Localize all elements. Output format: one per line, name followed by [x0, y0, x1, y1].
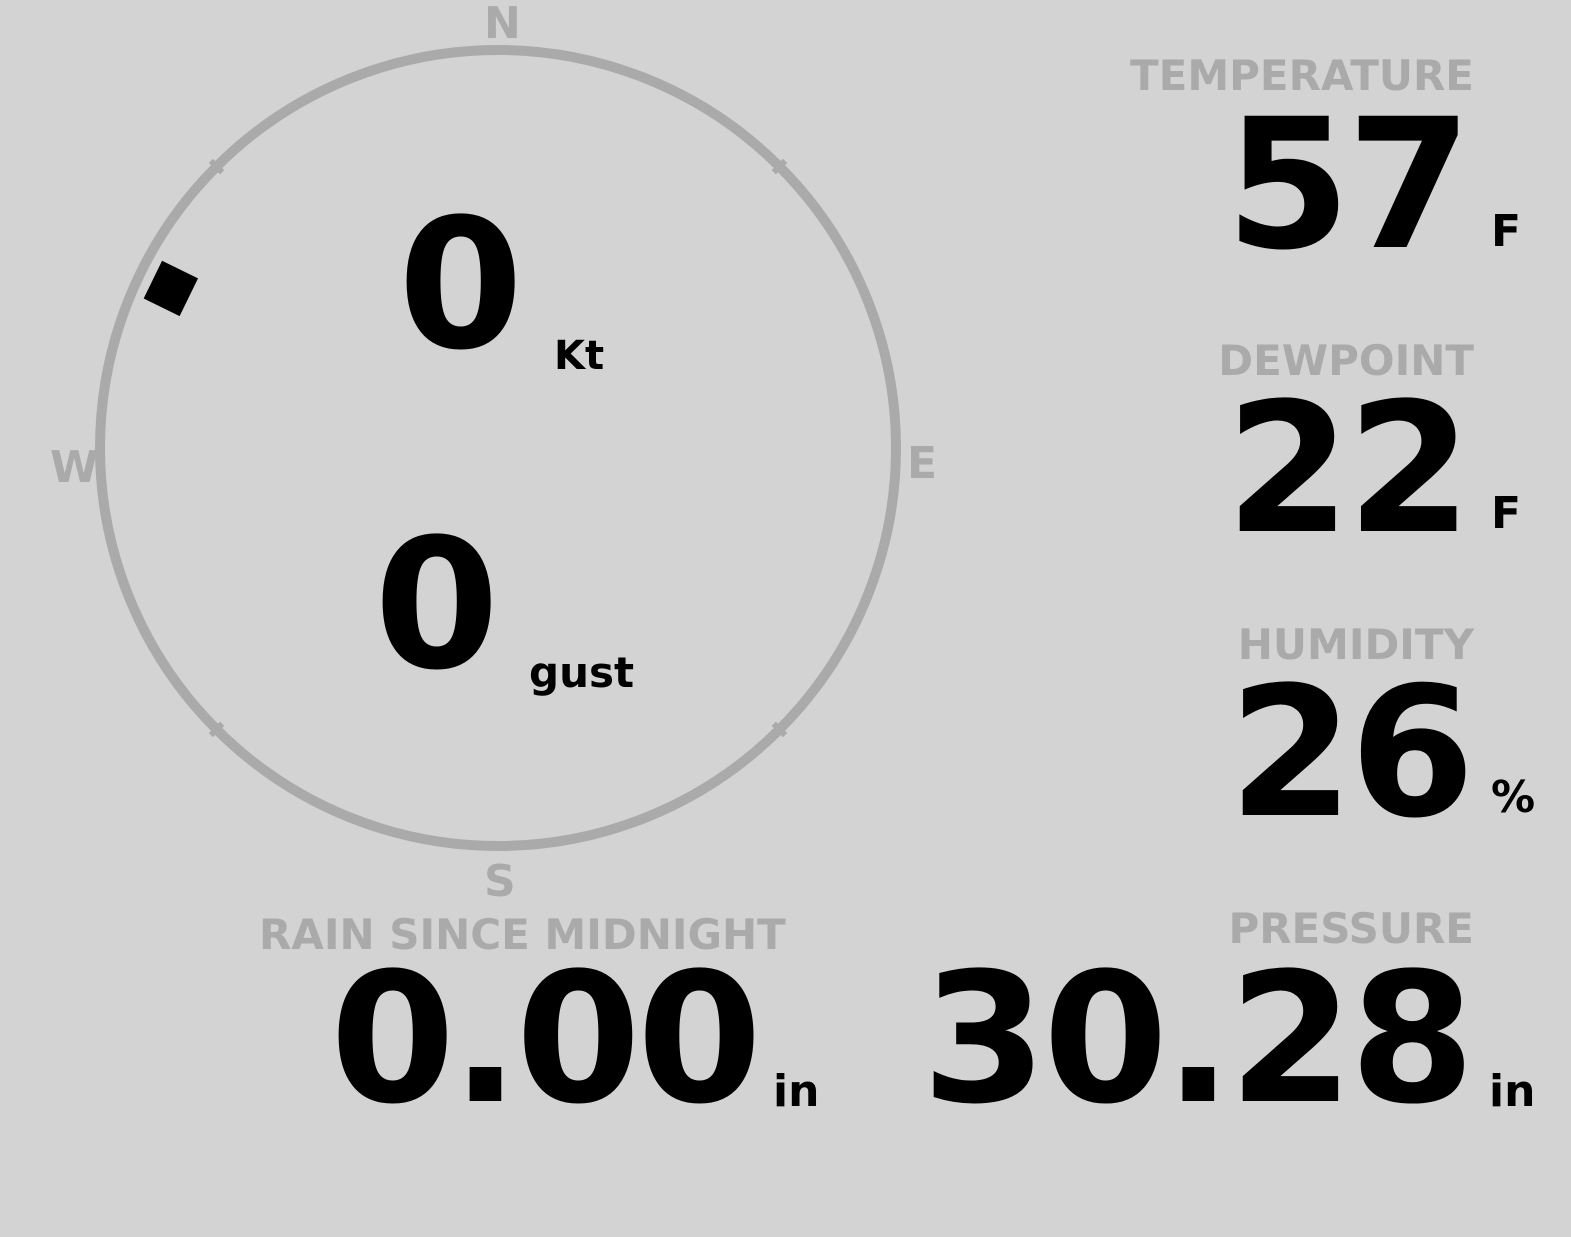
wind-direction-marker: [143, 260, 199, 317]
compass-tick: [208, 721, 225, 738]
temperature-value: 57: [1225, 81, 1472, 290]
temperature-label: TEMPERATURE: [1130, 51, 1474, 100]
dewpoint-label: DEWPOINT: [1218, 336, 1474, 385]
compass-tick: [208, 158, 225, 175]
pressure-label: PRESSURE: [1228, 904, 1474, 953]
temperature-unit: F: [1491, 206, 1522, 257]
rain-label: RAIN SINCE MIDNIGHT: [259, 910, 786, 959]
compass-ring: [95, 45, 901, 851]
compass-tick: [771, 158, 788, 175]
wind-gust-label: gust: [529, 648, 635, 697]
rain-value: 0.00: [330, 935, 762, 1144]
compass-east-label: E: [907, 438, 938, 489]
humidity-unit: %: [1491, 772, 1536, 823]
compass-north-label: N: [484, 0, 521, 49]
wind-speed-value: 0: [398, 181, 523, 390]
dewpoint-unit: F: [1491, 488, 1522, 539]
compass-south-label: S: [484, 856, 516, 907]
humidity-value: 26: [1228, 649, 1475, 858]
compass-tick: [771, 721, 788, 738]
compass-west-label: W: [50, 442, 99, 493]
wind-speed-unit: Kt: [554, 333, 605, 379]
wind-gust-value: 0: [374, 501, 499, 710]
humidity-label: HUMIDITY: [1237, 620, 1474, 669]
dewpoint-value: 22: [1225, 365, 1472, 574]
pressure-value: 30.28: [921, 935, 1475, 1144]
pressure-unit: in: [1489, 1066, 1536, 1117]
rain-unit: in: [773, 1066, 820, 1117]
